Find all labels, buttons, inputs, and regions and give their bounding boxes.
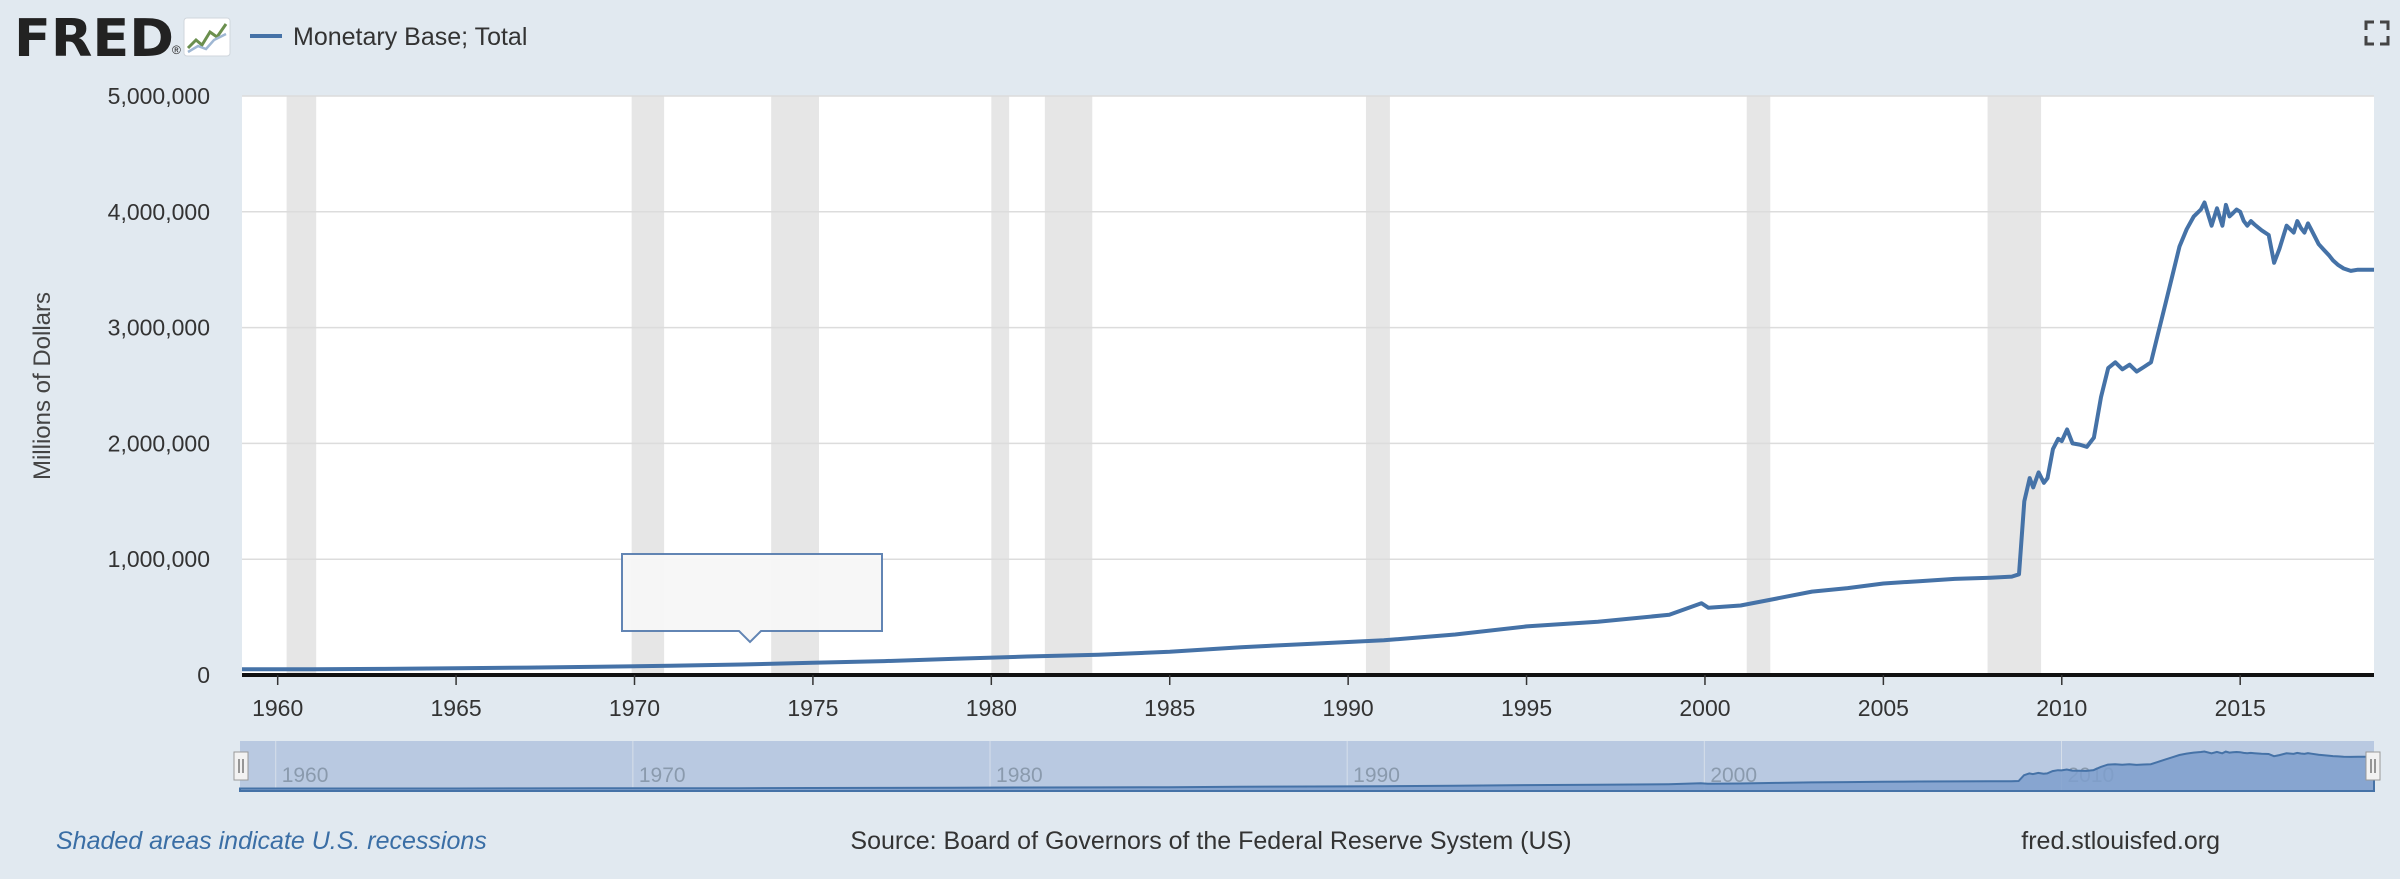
y-tick-label: 2,000,000: [108, 430, 210, 456]
y-tick-label: 0: [197, 662, 210, 688]
recession-note-link[interactable]: Shaded areas indicate U.S. recessions: [56, 827, 487, 855]
chart-line-icon: [183, 17, 231, 57]
x-tick-label: 1975: [787, 695, 838, 721]
y-tick-label: 3,000,000: [108, 315, 210, 341]
footer: Shaded areas indicate U.S. recessions So…: [56, 827, 2220, 855]
navigator-tick-label: 2000: [1710, 764, 1757, 787]
y-tick-label: 4,000,000: [108, 199, 210, 225]
x-tick-label: 2000: [1679, 695, 1730, 721]
x-tick-label: 2010: [2036, 695, 2087, 721]
tooltip: [621, 553, 883, 644]
header: FRED ® Monetary Base; Total: [14, 9, 2390, 69]
x-tick-label: 1970: [609, 695, 660, 721]
navigator[interactable]: 196019701980199020002010: [233, 741, 2381, 792]
y-axis-title: Millions of Dollars: [29, 292, 56, 480]
x-tick-label: 1995: [1501, 695, 1552, 721]
recession-band-5: [1365, 96, 1390, 675]
recession-band-0: [286, 96, 317, 675]
y-tick-label: 5,000,000: [108, 83, 210, 109]
navigator-tick-label: 1980: [996, 764, 1043, 787]
navigator-tick-label: 1990: [1353, 764, 1400, 787]
recession-band-3: [991, 96, 1010, 675]
x-tick-label: 2005: [1858, 695, 1909, 721]
x-tick-label: 1960: [252, 695, 303, 721]
recession-band-7: [1987, 96, 2042, 675]
x-tick-label: 1985: [1144, 695, 1195, 721]
x-tick-label: 1990: [1323, 695, 1374, 721]
fullscreen-icon[interactable]: [2364, 20, 2390, 46]
plot-area: [242, 96, 2374, 676]
x-tick-label: 1965: [431, 695, 482, 721]
navigator-tick-label: 1970: [639, 764, 686, 787]
x-tick-label: 2015: [2215, 695, 2266, 721]
registered-mark: ®: [172, 43, 181, 57]
fred-logo[interactable]: FRED: [14, 9, 174, 69]
navigator-tick-label: 1960: [282, 764, 329, 787]
recession-band-4: [1044, 96, 1093, 675]
navigator-series-area: [239, 750, 2375, 792]
x-tick-label: 1980: [966, 695, 1017, 721]
y-axis-ticks: 0 1,000,000 2,000,000 3,000,000 4,000,000 5,0…: [108, 83, 210, 688]
y-tick-label: 1,000,000: [108, 546, 210, 572]
series-legend[interactable]: Monetary Base; Total: [293, 23, 527, 51]
navigator-left-handle[interactable]: [233, 751, 249, 781]
series-line-monetary-base: [241, 200, 2374, 672]
navigator-right-handle[interactable]: [2365, 751, 2381, 781]
site-link[interactable]: fred.stlouisfed.org: [2021, 827, 2220, 855]
x-axis-ticks: 1960 1965 1970 1975 1980 1985 1990 1995 2000 2005…: [252, 675, 2266, 721]
recession-band-6: [1746, 96, 1771, 675]
source-note: Source: Board of Governors of the Federa…: [850, 827, 1571, 855]
